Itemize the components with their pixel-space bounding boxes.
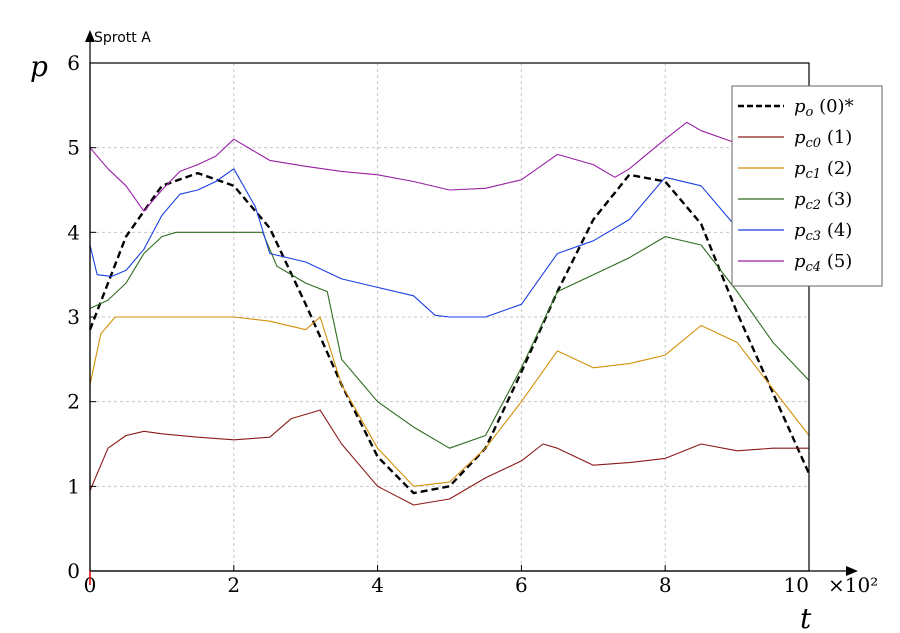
series-line-p-c0 bbox=[89, 409, 809, 506]
x-axis-label: t bbox=[800, 602, 812, 633]
legend-label: pc4 (5) bbox=[794, 251, 852, 275]
series-line-p-c1 bbox=[89, 316, 810, 487]
legend: po (0)* pc0 (1) pc1 (2) pc2 (3) pc3 (4) pc4 (… bbox=[731, 85, 883, 287]
x-tick-label: 8 bbox=[659, 573, 672, 597]
y-tick-label: 6 bbox=[67, 51, 80, 75]
x-scale-label: ×10² bbox=[828, 573, 878, 597]
axes bbox=[85, 30, 858, 585]
legend-box bbox=[731, 85, 883, 287]
legend-label: pc1 (2) bbox=[794, 158, 852, 182]
legend-label: pc0 (1) bbox=[794, 127, 852, 151]
series-line-p-o bbox=[88, 171, 811, 495]
x-tick-label: 4 bbox=[371, 573, 384, 597]
legend-label: po (0)* bbox=[794, 96, 854, 120]
chart-caption: Sprott A bbox=[94, 30, 151, 46]
y-axis-arrow-icon bbox=[85, 30, 95, 42]
series-layer bbox=[88, 121, 811, 506]
x-tick-label: 6 bbox=[515, 573, 528, 597]
y-tick-label: 4 bbox=[67, 220, 80, 244]
series-line-p-c3 bbox=[89, 168, 810, 318]
y-tick-label: 0 bbox=[67, 559, 80, 583]
x-axis-arrow-icon bbox=[846, 566, 858, 576]
series-line-p-c4 bbox=[89, 121, 810, 212]
x-tick-label: 2 bbox=[227, 573, 240, 597]
legend-label: pc3 (4) bbox=[794, 220, 852, 244]
y-tick-label: 2 bbox=[67, 390, 80, 414]
y-tick-label: 3 bbox=[67, 305, 80, 329]
y-axis-label: p bbox=[30, 50, 48, 83]
series-line-p-c2 bbox=[89, 231, 810, 449]
x-tick-label: 10 bbox=[784, 573, 809, 597]
y-tick-label: 5 bbox=[67, 136, 80, 160]
y-tick-label: 1 bbox=[67, 474, 80, 498]
legend-label: pc2 (3) bbox=[794, 189, 852, 213]
